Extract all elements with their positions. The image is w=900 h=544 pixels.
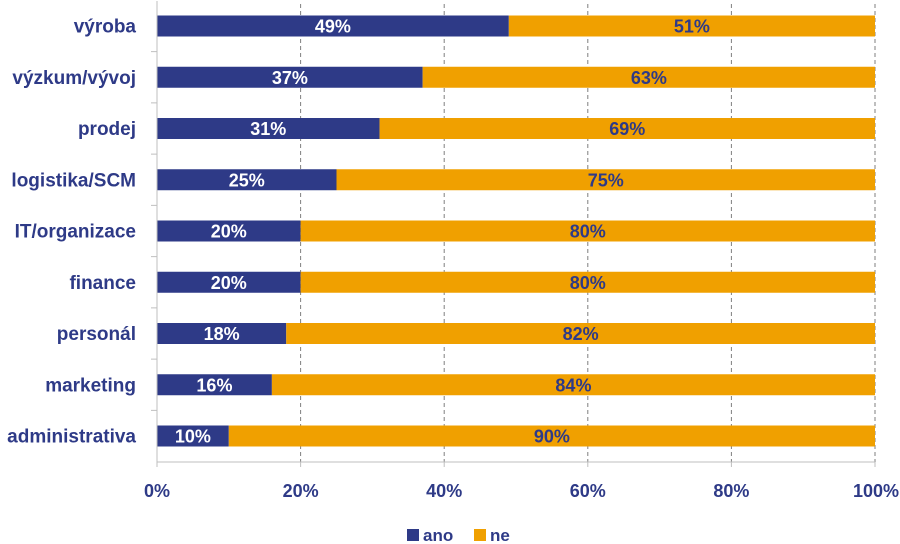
value-label-ano-3: 25% bbox=[229, 170, 265, 190]
bar-ne-8 bbox=[228, 425, 876, 447]
category-label-7: marketing bbox=[45, 375, 136, 396]
x-tick-label-20: 20% bbox=[283, 481, 319, 501]
value-label-ne-6: 82% bbox=[563, 324, 599, 344]
category-label-8: administrativa bbox=[7, 427, 136, 448]
value-label-ano-4: 20% bbox=[211, 222, 247, 242]
bar-ne-2 bbox=[379, 118, 875, 139]
value-label-ne-4: 80% bbox=[570, 222, 606, 242]
category-label-3: logistika/SCM bbox=[11, 170, 136, 191]
bar-ano-5 bbox=[157, 271, 301, 293]
legend: ano ne bbox=[407, 526, 510, 544]
category-label-6: personál bbox=[57, 324, 136, 345]
x-tick-label-60: 60% bbox=[570, 481, 606, 501]
category-label-5: finance bbox=[69, 273, 136, 294]
bar-ne-4 bbox=[300, 220, 876, 242]
category-label-0: výroba bbox=[74, 17, 137, 38]
value-label-ano-5: 20% bbox=[211, 273, 247, 293]
value-label-ano-8: 10% bbox=[175, 427, 211, 447]
value-label-ano-6: 18% bbox=[204, 324, 240, 344]
bar-ne-5 bbox=[300, 271, 876, 293]
bar-ano-6 bbox=[157, 323, 287, 344]
value-label-ne-8: 90% bbox=[534, 427, 570, 447]
bar-ano-8 bbox=[157, 425, 229, 447]
axes: 0% 20% 40% 60% 80% 100% bbox=[144, 1, 899, 501]
bar-ne-7 bbox=[271, 374, 875, 396]
value-label-ne-3: 75% bbox=[588, 170, 624, 190]
x-tick-label-80: 80% bbox=[713, 481, 749, 501]
value-label-ano-1: 37% bbox=[272, 68, 308, 88]
category-label-2: prodej bbox=[78, 119, 136, 140]
value-label-ne-5: 80% bbox=[570, 273, 606, 293]
x-tick-label-100: 100% bbox=[853, 481, 899, 501]
value-label-ne-7: 84% bbox=[555, 375, 591, 395]
value-label-ne-0: 51% bbox=[674, 17, 710, 37]
bar-ne-6 bbox=[286, 323, 875, 344]
category-label-1: výzkum/vývoj bbox=[12, 68, 136, 89]
bar-ano-1 bbox=[157, 66, 423, 88]
bar-ne-0 bbox=[508, 15, 875, 37]
category-label-4: IT/organizace bbox=[15, 222, 136, 243]
x-tick-label-40: 40% bbox=[426, 481, 462, 501]
value-label-ne-2: 69% bbox=[609, 119, 645, 139]
bar-ano-3 bbox=[157, 169, 337, 191]
value-label-ano-2: 31% bbox=[250, 119, 286, 139]
value-label-ano-7: 16% bbox=[196, 375, 232, 395]
bars bbox=[157, 15, 876, 447]
legend-label-ano: ano bbox=[423, 526, 453, 544]
labels: 49% 51% výroba 37% 63% výzkum/vývoj 31% 69% prod… bbox=[7, 17, 710, 448]
x-tick-label-0: 0% bbox=[144, 481, 170, 501]
value-label-ano-0: 49% bbox=[315, 17, 351, 37]
bar-ano-7 bbox=[157, 374, 272, 396]
bar-ano-4 bbox=[157, 220, 301, 242]
bar-ne-1 bbox=[422, 66, 875, 88]
bar-ne-3 bbox=[336, 169, 875, 191]
value-label-ne-1: 63% bbox=[631, 68, 667, 88]
legend-swatch-ne bbox=[474, 529, 486, 541]
bar-ano-0 bbox=[157, 15, 509, 37]
legend-label-ne: ne bbox=[490, 526, 510, 544]
legend-swatch-ano bbox=[407, 529, 419, 541]
bar-ano-2 bbox=[157, 118, 380, 139]
